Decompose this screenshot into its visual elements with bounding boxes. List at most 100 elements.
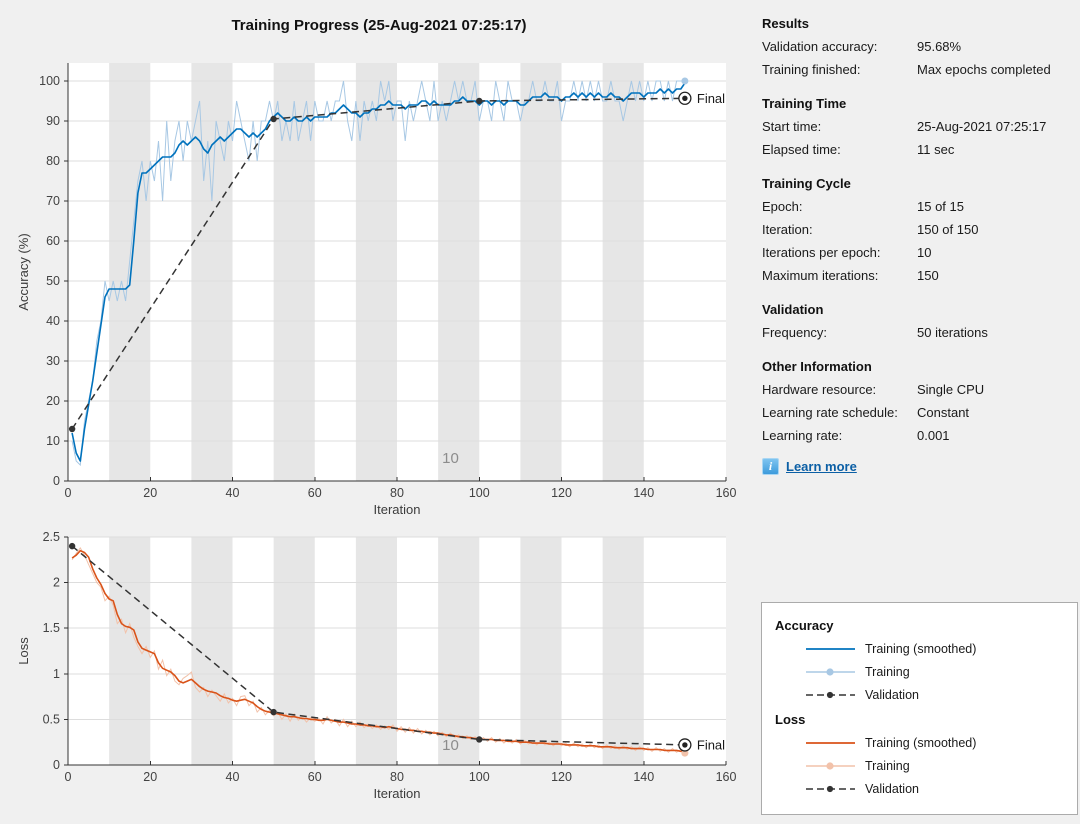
info-value: Constant: [917, 405, 970, 420]
accuracy-x-axis-title: Iteration: [374, 502, 421, 517]
info-value: 95.68%: [917, 39, 962, 54]
svg-text:140: 140: [633, 486, 654, 500]
loss-training-smoothed-line: [71, 549, 685, 753]
svg-text:100: 100: [39, 74, 60, 88]
accuracy-y-axis-title: Accuracy (%): [16, 233, 31, 310]
legend-item: Training (smoothed): [762, 731, 1077, 754]
info-section-title: Other Information: [762, 359, 872, 374]
legend-item: Training: [762, 660, 1077, 683]
tick-marks: [64, 80, 727, 482]
info-row: Learning rate: 0.001: [740, 424, 1080, 447]
learn-more-link[interactable]: Learn more: [786, 459, 857, 474]
info-row: Elapsed time: 11 sec: [740, 138, 1080, 161]
info-label: Epoch:: [762, 199, 803, 214]
info-section-title: Training Cycle: [762, 176, 851, 191]
info-row: Learning rate schedule: Constant: [740, 401, 1080, 424]
legend-line-sample: [806, 667, 855, 676]
final-label: Final: [697, 91, 725, 106]
svg-text:2: 2: [53, 576, 60, 590]
svg-text:10: 10: [46, 434, 60, 448]
loss-validation-line: [71, 545, 685, 746]
info-value: 0.001: [917, 428, 950, 443]
info-value: 25-Aug-2021 07:25:17: [917, 119, 1047, 134]
legend-item: Validation: [762, 777, 1077, 800]
accuracy-validation-markers: [68, 91, 692, 433]
svg-text:100: 100: [469, 770, 490, 784]
info-section: Other Information Hardware resource: Singl…: [740, 355, 1080, 447]
info-panel: Results Validation accuracy: 95.68% Trainin…: [740, 0, 1080, 475]
info-row: Epoch: 15 of 15: [740, 195, 1080, 218]
legend-label: Validation: [865, 687, 919, 702]
info-icon: i: [762, 458, 779, 475]
loss-chart: 10 Final 0 20 40 60 80 100 120 140 160 0 0.5 1 1.5 2 2.5…: [16, 530, 737, 801]
info-label: Hardware resource:: [762, 382, 877, 397]
x-tick-labels: 0 20 40 60 80 100 120 140 160: [65, 770, 737, 784]
y-tick-labels: 0 10 20 30 40 50 60 70 80 90 100: [39, 74, 60, 488]
legend-line-sample: [806, 647, 855, 650]
svg-text:160: 160: [716, 486, 737, 500]
svg-text:120: 120: [551, 770, 572, 784]
svg-text:0: 0: [65, 770, 72, 784]
svg-text:0: 0: [53, 474, 60, 488]
x-tick-labels: 0 20 40 60 80 100 120 140 160: [65, 486, 737, 500]
info-section-title: Validation: [762, 302, 824, 317]
epoch-bands: [109, 63, 644, 481]
loss-validation-markers: [68, 542, 692, 752]
legend-line-sample: [806, 761, 855, 770]
info-value: 150: [917, 268, 939, 283]
info-row: Training finished: Max epochs completed: [740, 58, 1080, 81]
legend-item: Training (smoothed): [762, 637, 1077, 660]
info-label: Start time:: [762, 119, 822, 134]
info-section: Results Validation accuracy: 95.68% Trainin…: [740, 12, 1080, 81]
svg-text:90: 90: [46, 114, 60, 128]
info-value: 150 of 150: [917, 222, 979, 237]
learn-more-row: i Learn more: [740, 458, 1080, 475]
svg-text:40: 40: [226, 770, 240, 784]
legend-label: Training: [865, 664, 910, 679]
info-row: Frequency: 50 iterations: [740, 321, 1080, 344]
legend-line-sample: [806, 785, 855, 792]
svg-text:60: 60: [46, 234, 60, 248]
svg-text:0.5: 0.5: [43, 712, 60, 726]
svg-text:1: 1: [53, 667, 60, 681]
info-row: Iteration: 150 of 150: [740, 218, 1080, 241]
final-marker-inner: [682, 95, 688, 101]
info-label: Iterations per epoch:: [762, 245, 881, 260]
info-section: Training Cycle Epoch: 15 of 15 Iteration: 15…: [740, 172, 1080, 287]
epoch-band-label: 10: [442, 450, 459, 467]
info-section: Validation Frequency: 50 iterations: [740, 298, 1080, 344]
svg-text:1.5: 1.5: [43, 621, 60, 635]
info-value: Single CPU: [917, 382, 985, 397]
info-row: Iterations per epoch: 10: [740, 241, 1080, 264]
svg-text:80: 80: [46, 154, 60, 168]
legend-label: Validation: [865, 781, 919, 796]
page-title: Training Progress (25-Aug-2021 07:25:17): [231, 17, 527, 34]
y-tick-labels: 0 0.5 1 1.5 2 2.5: [43, 530, 60, 772]
epoch-band-label: 10: [442, 737, 459, 754]
svg-text:100: 100: [469, 486, 490, 500]
epoch-bands: [109, 537, 644, 765]
info-value: 11 sec: [917, 142, 955, 157]
info-label: Learning rate schedule:: [762, 405, 898, 420]
svg-text:20: 20: [46, 394, 60, 408]
svg-text:50: 50: [46, 274, 60, 288]
svg-text:60: 60: [308, 770, 322, 784]
svg-text:40: 40: [226, 486, 240, 500]
svg-text:0: 0: [53, 758, 60, 772]
legend-group-title: Accuracy: [775, 618, 834, 633]
info-label: Maximum iterations:: [762, 268, 879, 283]
svg-text:40: 40: [46, 314, 60, 328]
info-row: Hardware resource: Single CPU: [740, 378, 1080, 401]
info-section-title: Training Time: [762, 96, 847, 111]
info-label: Iteration:: [762, 222, 813, 237]
info-section: Training Time Start time: 25-Aug-2021 07:2…: [740, 92, 1080, 161]
accuracy-training-end-dot: [681, 77, 689, 85]
loss-x-axis-title: Iteration: [374, 786, 421, 801]
accuracy-training-smoothed-line: [71, 82, 686, 462]
info-row: Maximum iterations: 150: [740, 264, 1080, 287]
loss-training-end-dot: [681, 749, 689, 757]
info-sections: Results Validation accuracy: 95.68% Trainin…: [740, 12, 1080, 447]
final-marker-inner: [682, 742, 688, 748]
legend-item: Validation: [762, 683, 1077, 706]
